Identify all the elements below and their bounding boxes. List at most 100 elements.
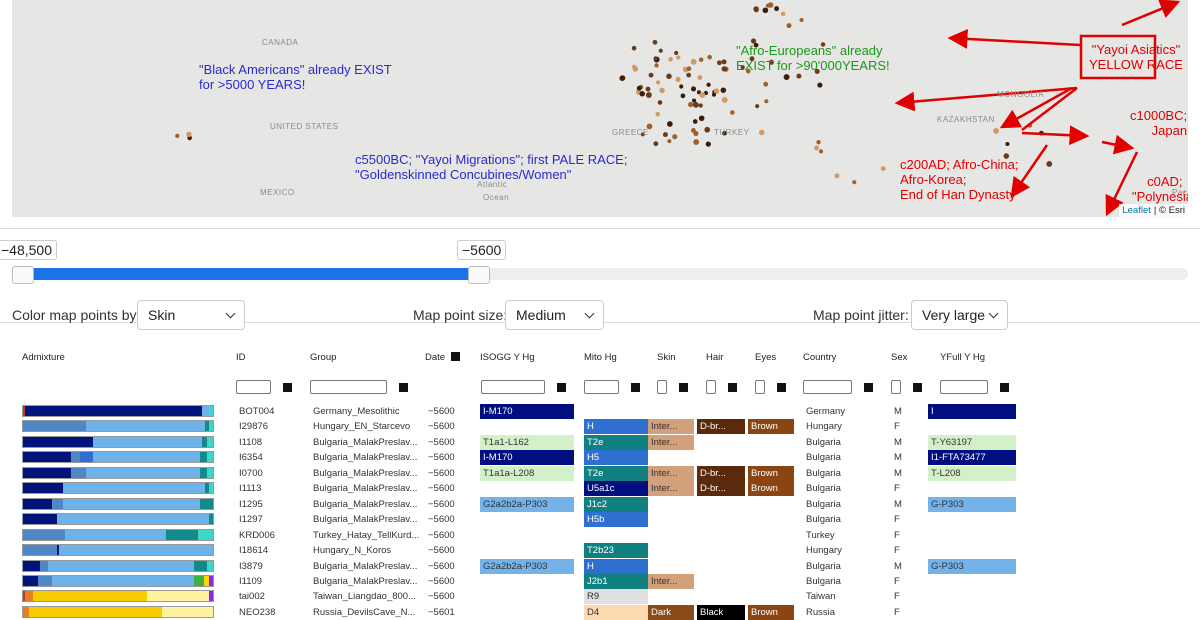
map-point[interactable]	[721, 66, 727, 72]
map-point[interactable]	[707, 54, 712, 60]
column-header[interactable]: Admixture	[22, 352, 65, 363]
map-point[interactable]	[713, 88, 720, 94]
map-point[interactable]	[666, 121, 673, 127]
map-point[interactable]	[750, 38, 757, 44]
map-point[interactable]	[666, 73, 672, 80]
filter-button[interactable]	[913, 383, 922, 392]
control-select[interactable]: Skin	[137, 300, 245, 330]
filter-input[interactable]	[310, 380, 387, 394]
map-point[interactable]	[686, 66, 692, 72]
filter-input[interactable]	[706, 380, 716, 394]
slider-handle[interactable]	[468, 266, 490, 284]
map-point[interactable]	[818, 149, 824, 154]
map-point[interactable]	[796, 73, 802, 79]
map-point[interactable]	[688, 101, 694, 108]
map-point[interactable]	[693, 130, 699, 137]
map-point[interactable]	[753, 6, 759, 12]
map-point[interactable]	[662, 132, 668, 138]
map-point[interactable]	[764, 99, 769, 104]
sort-button[interactable]	[451, 352, 460, 361]
map-point[interactable]	[692, 101, 699, 108]
map-point[interactable]	[631, 64, 637, 69]
map-point[interactable]	[721, 96, 728, 103]
map-point[interactable]	[639, 91, 645, 97]
map-point[interactable]	[692, 119, 698, 124]
column-header[interactable]: Group	[310, 352, 337, 363]
filter-button[interactable]	[864, 383, 873, 392]
map-point[interactable]	[799, 17, 804, 23]
map-point[interactable]	[675, 76, 681, 82]
map-point[interactable]	[816, 140, 821, 145]
map-point[interactable]	[721, 59, 727, 65]
map-point[interactable]	[655, 111, 660, 117]
column-header[interactable]: ISOGG Y Hg	[480, 352, 535, 363]
filter-input[interactable]	[803, 380, 852, 394]
filter-input[interactable]	[584, 380, 619, 394]
map-point[interactable]	[186, 131, 192, 137]
map-point[interactable]	[697, 75, 703, 80]
map-point[interactable]	[175, 133, 180, 139]
filter-button[interactable]	[557, 383, 566, 392]
column-header[interactable]: Country	[803, 352, 837, 363]
map-point[interactable]	[691, 98, 697, 103]
map-point[interactable]	[722, 131, 727, 136]
map-point[interactable]	[716, 60, 722, 66]
map-point[interactable]	[762, 7, 769, 14]
map-point[interactable]	[786, 23, 792, 29]
map-point[interactable]	[774, 6, 780, 12]
filter-button[interactable]	[728, 383, 737, 392]
column-header[interactable]: Eyes	[755, 352, 777, 363]
map-point[interactable]	[740, 65, 745, 70]
map-point[interactable]	[698, 115, 705, 122]
map-point[interactable]	[646, 123, 653, 130]
control-select[interactable]: Medium	[505, 300, 604, 330]
map-point[interactable]	[781, 11, 786, 17]
map-point[interactable]	[674, 50, 679, 56]
map-point[interactable]	[704, 126, 711, 133]
map-point[interactable]	[768, 59, 774, 65]
map-point[interactable]	[698, 57, 704, 62]
map-point[interactable]	[645, 86, 651, 92]
map-point[interactable]	[765, 3, 770, 8]
map-point[interactable]	[653, 56, 658, 61]
map-point[interactable]	[620, 75, 626, 81]
map-point[interactable]	[783, 74, 790, 81]
column-header[interactable]: Date	[425, 352, 446, 363]
map-point[interactable]	[749, 56, 755, 62]
map-point[interactable]	[1003, 153, 1010, 159]
map-point[interactable]	[699, 92, 706, 98]
map-point[interactable]	[814, 145, 820, 151]
map-point[interactable]	[640, 132, 645, 137]
map-point[interactable]	[652, 39, 658, 45]
column-header[interactable]: ID	[236, 352, 246, 363]
filter-button[interactable]	[777, 383, 786, 392]
filter-input[interactable]	[755, 380, 765, 394]
map[interactable]: CANADA UNITED STATES MEXICO Atlantic Ocean KA…	[12, 0, 1188, 217]
map-point[interactable]	[690, 58, 697, 65]
map-point[interactable]	[705, 141, 711, 147]
map-point[interactable]	[820, 42, 826, 47]
map-point[interactable]	[658, 48, 663, 53]
map-point[interactable]	[653, 141, 659, 147]
map-point[interactable]	[759, 129, 765, 136]
map-point[interactable]	[656, 80, 661, 85]
map-point[interactable]	[668, 57, 673, 62]
map-point[interactable]	[680, 93, 686, 99]
map-point[interactable]	[720, 87, 727, 93]
filter-input[interactable]	[236, 380, 271, 394]
filter-button[interactable]	[631, 383, 640, 392]
map-point[interactable]	[730, 110, 735, 115]
map-point[interactable]	[698, 103, 703, 108]
column-header[interactable]: Sex	[891, 352, 908, 363]
map-point[interactable]	[1046, 160, 1053, 167]
map-point[interactable]	[745, 68, 751, 74]
map-point[interactable]	[755, 104, 760, 109]
map-point[interactable]	[657, 100, 663, 105]
control-select[interactable]: Very large	[911, 300, 1008, 330]
map-point[interactable]	[753, 42, 759, 48]
map-point[interactable]	[763, 81, 769, 87]
map-point[interactable]	[711, 92, 717, 97]
column-header[interactable]: Skin	[657, 352, 676, 363]
map-point[interactable]	[672, 134, 678, 140]
map-point[interactable]	[696, 90, 701, 95]
